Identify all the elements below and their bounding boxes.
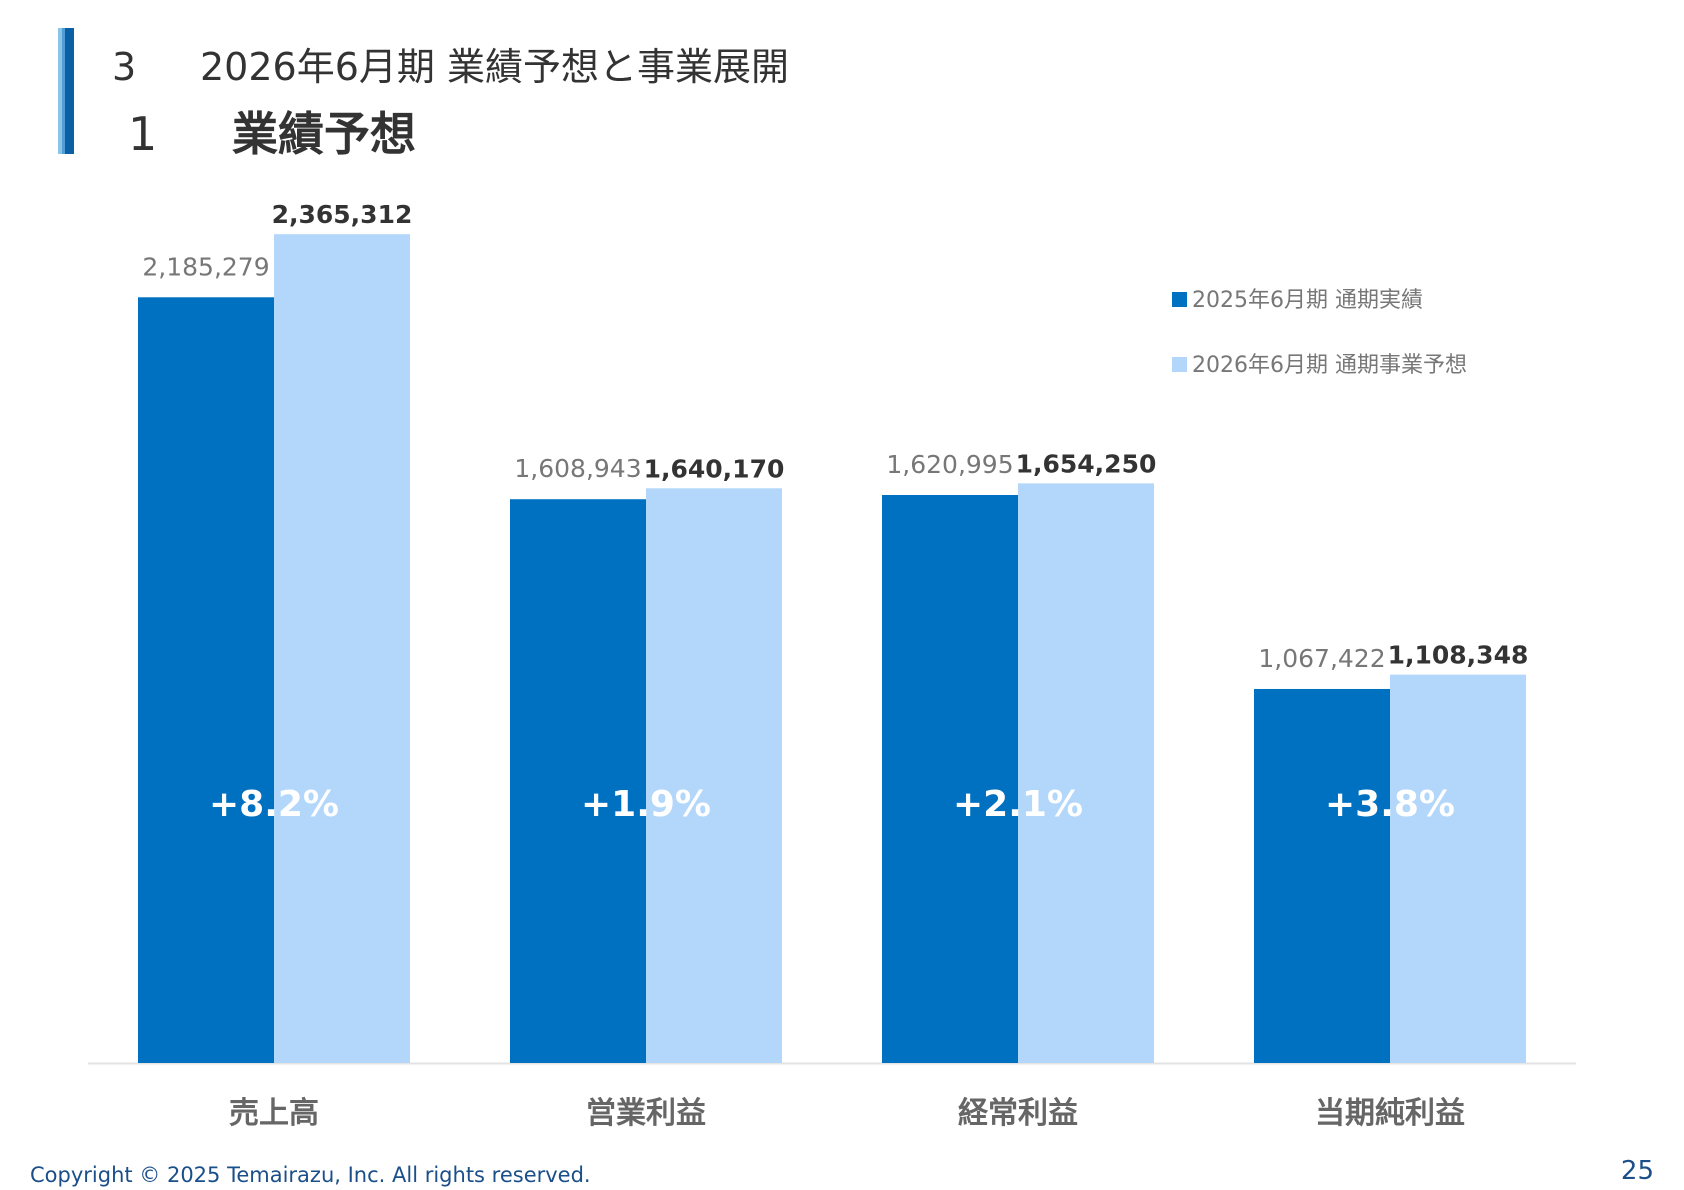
legend-swatch (1172, 357, 1187, 372)
data-label-forecast: 1,640,170 (644, 454, 785, 483)
category-label: 営業利益 (586, 1096, 706, 1131)
data-label-actual: 1,608,943 (514, 454, 641, 483)
bar-actual-2025 (882, 495, 1018, 1063)
bar-actual-2025 (138, 297, 274, 1064)
legend-label: 2026年6月期 通期事業予想 (1192, 353, 1467, 378)
page-title: 1 業績予想 (128, 98, 416, 164)
header-accent-bar (58, 28, 74, 154)
growth-rate-label: +2.1% (953, 784, 1083, 825)
growth-rate-label: +1.9% (581, 784, 711, 825)
bar-forecast-2026 (646, 488, 782, 1063)
data-label-actual: 1,067,422 (1258, 644, 1385, 673)
legend-swatch (1172, 292, 1187, 307)
data-label-forecast: 1,654,250 (1016, 449, 1157, 478)
section-heading: 3 2026年6月期 業績予想と事業展開 (112, 36, 789, 91)
category-label: 当期純利益 (1315, 1096, 1465, 1131)
data-label-actual: 1,620,995 (886, 450, 1013, 479)
data-label-actual: 2,185,279 (142, 252, 269, 281)
subsection-number: 1 (128, 107, 158, 161)
copyright-footer: Copyright © 2025 Temairazu, Inc. All rig… (30, 1163, 591, 1187)
data-label-forecast: 2,365,312 (272, 200, 413, 229)
growth-rate-label: +3.8% (1325, 784, 1455, 825)
section-number: 3 (112, 45, 137, 89)
bar-actual-2025 (510, 499, 646, 1063)
data-label-forecast: 1,108,348 (1388, 641, 1529, 670)
bar-forecast-2026 (1018, 483, 1154, 1063)
category-label: 売上高 (229, 1096, 319, 1131)
bar-actual-2025 (1254, 688, 1390, 1063)
subsection-title: 業績予想 (232, 107, 416, 161)
bar-forecast-2026 (274, 234, 410, 1063)
category-label: 経常利益 (958, 1096, 1078, 1131)
growth-rate-label: +8.2% (209, 784, 339, 825)
section-title: 2026年6月期 業績予想と事業展開 (200, 45, 789, 89)
bar-forecast-2026 (1390, 674, 1526, 1063)
page-number: 25 (1620, 1156, 1654, 1186)
legend-label: 2025年6月期 通期実績 (1192, 288, 1423, 313)
